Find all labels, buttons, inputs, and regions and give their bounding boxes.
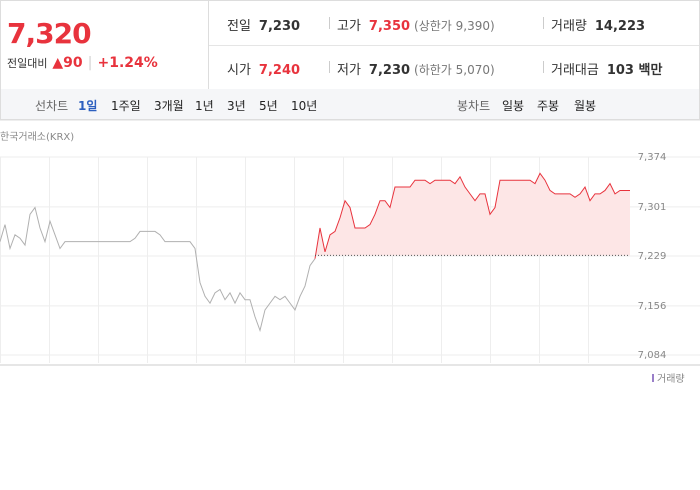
period-tab[interactable]: 3개월 [154,99,184,113]
y-tick-label: 7,084 [638,350,667,361]
candle-tab[interactable]: 주봉 [537,99,560,113]
stat: 저가 7,230 (하한가 5,070) [337,59,495,78]
change-arrow: ▲ [52,55,64,71]
y-tick-label: 7,374 [638,152,667,163]
change-label: 전일대비 [7,57,48,70]
stat-label: 거래량 [551,19,587,34]
stat-label: 거래대금 [551,63,599,78]
change-pct: +1.24% [97,55,158,71]
y-tick-label: 7,156 [638,301,667,312]
source: 한국거래소(KRX) [0,131,74,143]
candle-tab[interactable]: 일봉 [502,99,525,113]
stat-value: 103 백만 [606,63,663,78]
area [315,173,630,259]
stat-label: 시가 [227,63,251,78]
period-tab[interactable]: 5년 [259,99,278,113]
tab-label: 선차트 [35,99,69,113]
legend-swatch [652,374,654,382]
tab-bar: 선차트 1일 1주일 3개월 1년 3년 5년 10년 봉차트 일봉 주봉 월봉 [0,89,700,120]
stat: 시가 7,240 [227,59,300,78]
stat-value: 7,350 [368,19,411,34]
quote-panel: 7,320 전일대비 ▲90 | +1.24% 전일 7,230 고가 7,350 (상… [0,0,700,90]
period-tab[interactable]: 10년 [291,99,318,113]
change: 전일대비 ▲90 | +1.24% [7,55,158,71]
stat: 전일 7,230 [227,15,300,34]
legend-label: 거래량 [657,373,685,385]
stat-label: 저가 [337,63,361,78]
stat-value: 7,240 [258,63,301,78]
chart: 한국거래소(KRX) 7,374 7,301 7,229 7,156 7,084 거래량 [0,120,700,385]
stat-note: (상한가 9,390) [414,19,495,33]
period-tab[interactable]: 1년 [195,99,214,113]
stat-value: 7,230 [258,19,301,34]
stat-note: (하한가 5,070) [414,63,495,77]
period-tab[interactable]: 1주일 [111,99,141,113]
stat-label: 전일 [227,19,251,34]
stat-value: 14,223 [594,19,646,34]
change-value: 90 [63,55,83,71]
price: 7,320 [7,17,92,50]
price-line [314,172,630,259]
y-tick-label: 7,229 [638,251,667,262]
period-tab[interactable]: 3년 [227,99,246,113]
tab-label: 봉차트 [457,99,491,113]
candle-tab[interactable]: 월봉 [574,99,597,113]
stat: 거래대금 103 백만 [551,59,662,78]
price-line [0,206,316,333]
y-tick-label: 7,301 [638,202,667,213]
stat-label: 고가 [337,19,361,34]
price-box: 7,320 전일대비 ▲90 | +1.24% [1,1,209,89]
stat-value: 7,230 [368,63,411,78]
period-tab[interactable]: 1일 [78,99,98,113]
stat: 거래량 14,223 [551,15,645,34]
stat: 고가 7,350 (상한가 9,390) [337,15,495,34]
